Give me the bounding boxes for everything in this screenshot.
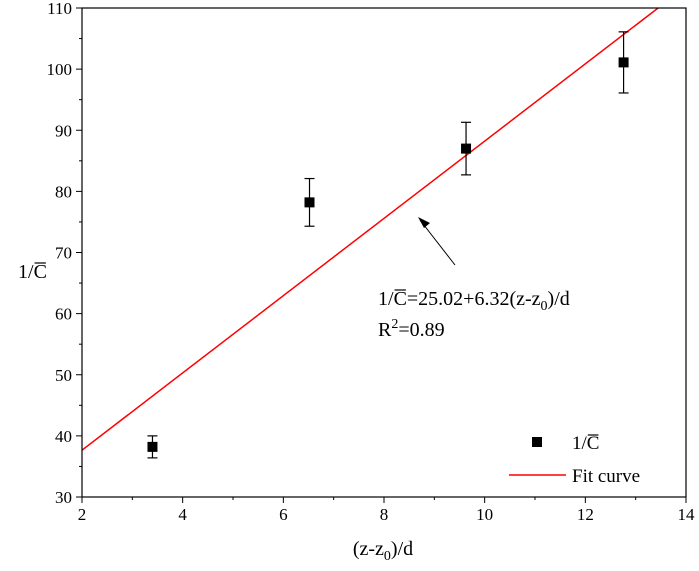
y-tick-label: 30 [55, 488, 72, 507]
legend-marker-square [532, 437, 542, 447]
fit-r-squared: R2=0.89 [378, 317, 445, 341]
x-tick-label: 10 [476, 505, 493, 524]
x-tick-label: 4 [178, 505, 187, 524]
y-tick-label: 50 [55, 366, 72, 385]
y-tick-label: 90 [55, 121, 72, 140]
x-tick-label: 8 [380, 505, 389, 524]
legend: 1/C Fit curve [509, 433, 640, 487]
plot-frame [81, 7, 687, 498]
axes-layer: 2 4 6 8 10 12 14 30 40 50 60 70 80 90 100 110 [47, 0, 696, 524]
data-point [461, 143, 472, 154]
annotation-arrowhead [418, 217, 430, 228]
y-tick-label: 60 [55, 305, 72, 324]
y-tick-label: 110 [47, 0, 72, 18]
annotation-arrow [419, 219, 456, 266]
fit-equation: 1/C=25.02+6.32(z-z0)/d [378, 288, 570, 314]
y-tick-label: 40 [55, 427, 72, 446]
y-tick-label: 80 [55, 182, 72, 201]
points-layer [147, 31, 629, 459]
x-tick-label: 2 [78, 505, 87, 524]
y-tick-label: 70 [55, 244, 72, 263]
data-point [147, 441, 158, 452]
fit-line [82, 8, 660, 451]
data-point [304, 197, 315, 208]
y-tick-label: 100 [47, 60, 73, 79]
y-axis-title: 1/C [18, 261, 47, 283]
legend-label-fit: Fit curve [572, 466, 640, 487]
x-tick-label: 6 [279, 505, 288, 524]
fit-equation-annotation: 1/C=25.02+6.32(z-z0)/d R2=0.89 [378, 217, 570, 341]
x-tick-label: 12 [577, 505, 594, 524]
x-axis-title: (z-z0)/d [353, 538, 413, 564]
fit-layer [82, 8, 660, 451]
legend-label-series: 1/C [572, 433, 599, 454]
data-point [618, 57, 629, 68]
x-tick-label: 14 [678, 505, 696, 524]
